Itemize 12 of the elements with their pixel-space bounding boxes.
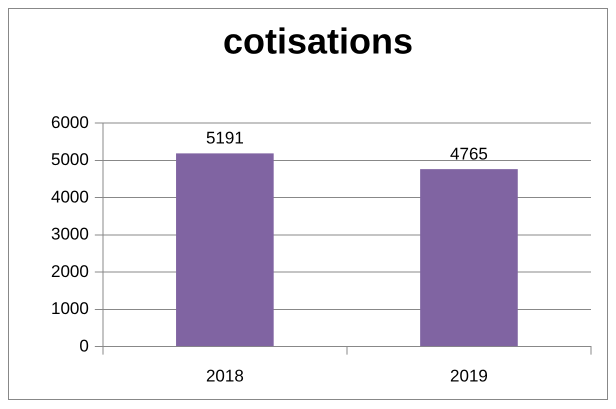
data-label: 4765 [450,144,488,164]
y-tick-label: 2000 [50,262,89,281]
chart-title: cotisations [222,20,414,62]
y-tick-label: 0 [79,336,89,356]
y-tick-label: 5000 [50,150,89,170]
y-tick-label: 3000 [50,224,89,244]
x-tick-label: 2018 [206,366,244,386]
y-tick-label: 4000 [50,187,89,206]
x-tick-label: 2019 [450,366,488,386]
y-tick-label: 1000 [50,299,89,318]
data-label: 5191 [206,128,244,148]
y-tick-label: 6000 [50,112,89,132]
